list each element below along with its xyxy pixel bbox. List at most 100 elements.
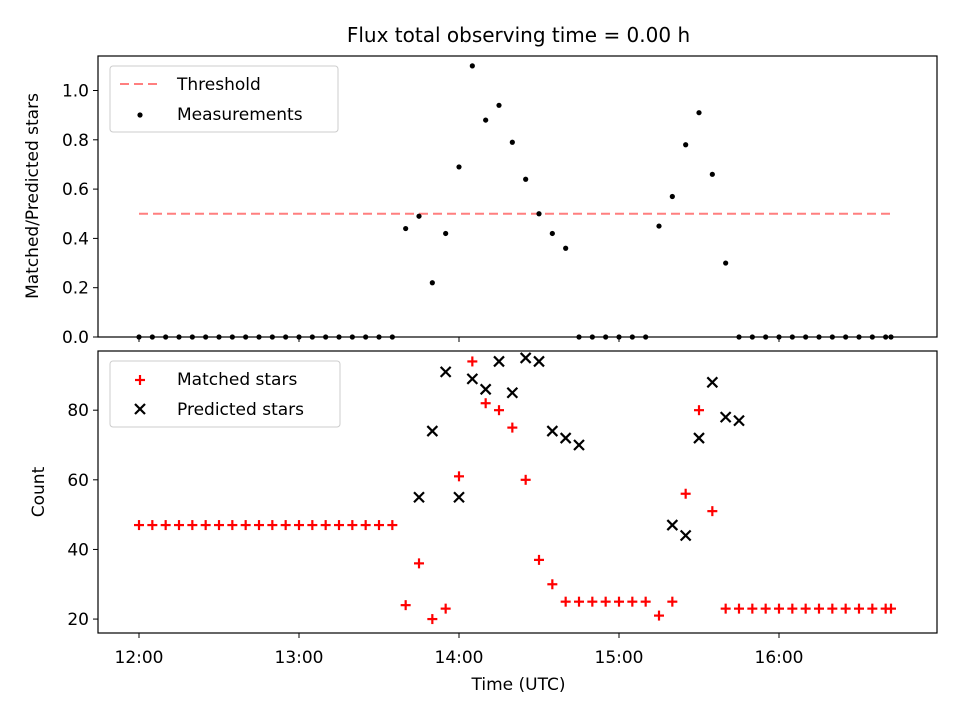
predicted-point [533, 355, 545, 368]
matched-point [480, 398, 491, 409]
matched-point [886, 603, 896, 614]
matched-point [574, 596, 584, 607]
bottom-y-tick-label: 80 [67, 401, 89, 421]
matched-point [200, 520, 211, 531]
matched-point [334, 520, 344, 531]
top-y-tick-label: 0.8 [62, 131, 89, 151]
measurement-point [536, 211, 542, 217]
predicted-point [733, 414, 745, 427]
measurement-point [723, 260, 729, 266]
matched-point [227, 520, 238, 531]
matched-point [414, 558, 424, 569]
x-tick-label: 14:00 [435, 648, 484, 668]
bottom-plot-frame [97, 350, 938, 634]
predicted-point [666, 519, 679, 531]
legend-measurements-label: Measurements [177, 105, 303, 125]
predicted-point [506, 386, 519, 399]
measurement-point [523, 176, 529, 182]
legend-matched-marker [135, 375, 145, 385]
measurement-points [136, 63, 894, 340]
top-y-tick-label: 0.6 [62, 180, 89, 200]
matched-point [707, 506, 718, 517]
matched-point [280, 520, 291, 531]
measurement-point [656, 223, 662, 229]
measurement-point [549, 230, 555, 237]
matched-point [614, 596, 624, 607]
matched-point [694, 405, 704, 416]
top-x-ticks [138, 337, 780, 342]
matched-point [307, 520, 318, 531]
measurement-point [816, 334, 822, 340]
measurement-point [376, 334, 382, 340]
bottom-y-tick-label: 40 [67, 540, 89, 560]
top-legend-box [109, 65, 339, 133]
bottom-y-ticks: 20 40 60 80 [67, 401, 98, 630]
measurement-point [403, 225, 409, 232]
measurement-point [309, 334, 315, 340]
top-y-ticks: 0.0 0.2 0.4 0.6 0.8 1.0 [62, 82, 98, 348]
bottom-y-axis-title: Count [29, 466, 49, 517]
legend-predicted-swatch [134, 403, 146, 415]
predicted-point [719, 411, 732, 423]
matched-points [134, 356, 896, 625]
measurement-point [149, 334, 155, 340]
matched-point [734, 603, 744, 614]
matched-point [467, 356, 478, 367]
measurement-point [616, 334, 622, 340]
top-y-tick-label: 1.0 [62, 82, 89, 102]
matched-point [760, 603, 771, 614]
matched-point [667, 596, 678, 607]
x-tick-label: 16:00 [755, 648, 804, 668]
predicted-point [693, 432, 705, 444]
matched-point [747, 603, 758, 614]
top-y-tick-label: 0.2 [62, 279, 89, 299]
legend-predicted-marker [134, 403, 146, 415]
matched-point [174, 520, 184, 531]
predicted-point [466, 373, 479, 385]
matched-point [600, 596, 611, 607]
measurement-point [203, 334, 209, 340]
matched-point [680, 488, 691, 499]
predicted-point [453, 491, 465, 504]
measurement-point [483, 117, 489, 123]
matched-point [160, 520, 171, 531]
matched-point [400, 600, 411, 611]
top-y-tick-label: 0.4 [62, 229, 89, 249]
x-tick-label: 15:00 [595, 648, 644, 668]
matched-point [387, 520, 398, 531]
matched-point [560, 596, 571, 607]
predicted-point [573, 439, 585, 451]
matched-point [294, 520, 304, 531]
matched-point [254, 520, 264, 531]
matched-point [147, 520, 158, 531]
matched-point [134, 520, 144, 531]
measurement-point [189, 334, 195, 340]
measurement-point [469, 63, 475, 69]
legend-matched-swatch [135, 375, 145, 385]
measurement-point [256, 334, 262, 340]
predicted-point [706, 376, 719, 389]
x-axis-title: Time (UTC) [471, 675, 566, 695]
measurement-point [869, 334, 875, 340]
top-legend: Threshold Measurements [109, 65, 339, 133]
predicted-point [559, 432, 572, 444]
measurement-point [429, 280, 435, 286]
top-y-tick-label: 0.0 [62, 328, 89, 348]
matched-point [720, 603, 731, 614]
measurement-point [176, 334, 182, 340]
matched-point [360, 520, 371, 531]
matched-point [267, 520, 278, 531]
matched-point [214, 520, 224, 531]
chart-title: Flux total observing time = 0.00 h [347, 23, 690, 47]
legend-measurements-swatch [137, 112, 143, 118]
measurement-point [416, 213, 422, 219]
measurement-point [888, 334, 894, 340]
predicted-point [479, 383, 492, 396]
top-plot-frame [97, 55, 938, 338]
predicted-points [413, 352, 745, 542]
matched-point [440, 603, 451, 614]
matched-point [654, 610, 664, 621]
bottom-legend: Matched stars Predicted stars [109, 360, 341, 428]
matched-point [640, 596, 651, 607]
